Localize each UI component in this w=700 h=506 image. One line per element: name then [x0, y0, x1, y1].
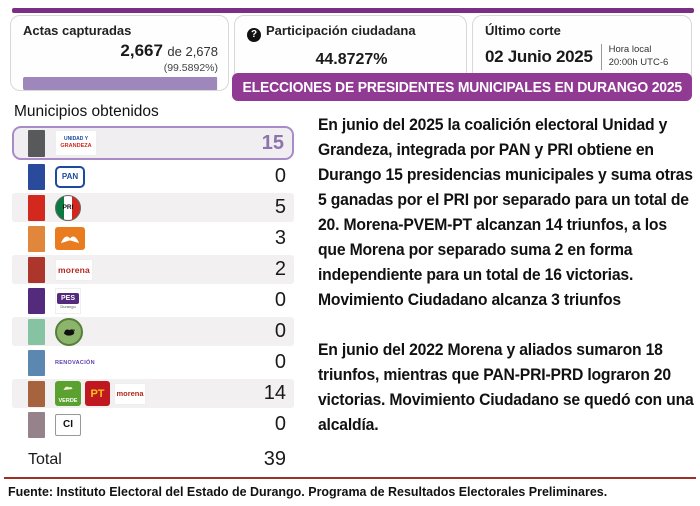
party-row: CI 0 — [12, 410, 294, 439]
corte-time-value: 20:00h UTC-6 — [608, 56, 669, 68]
party-logo-group: PES Durango — [55, 287, 81, 314]
party-municipios-count: 0 — [274, 320, 286, 342]
actas-title: Actas capturadas — [23, 23, 132, 38]
unidad-grandeza-line1: UNIDAD Y — [63, 136, 89, 143]
party-logo-group: PRI — [55, 194, 81, 221]
party-logo-group — [55, 227, 85, 250]
help-question-icon[interactable]: ? — [247, 28, 261, 42]
party-municipios-count: 15 — [261, 131, 284, 154]
party-municipios-count: 0 — [274, 289, 286, 311]
party-logo-group: UNIDAD Y GRANDEZA — [55, 130, 97, 156]
total-label: Total — [28, 450, 62, 468]
party-row: morena 2 — [12, 255, 294, 284]
pt-logo: PT — [85, 381, 110, 406]
narrative-paragraph-2022: En junio del 2022 Morena y aliados sumar… — [318, 340, 694, 434]
party-municipios-count: 5 — [274, 196, 286, 218]
actas-percent: (99.5892%) — [163, 62, 218, 74]
corte-timezone: Hora local 20:00h UTC-6 — [600, 44, 669, 70]
party-logo-group: morena — [55, 258, 93, 281]
party-logo-group: CI — [55, 413, 81, 436]
pes-durango-logo: PES Durango — [55, 287, 81, 314]
party-logo-group: VERDE PT morena — [55, 381, 146, 406]
pes-logo-text: PES — [56, 292, 79, 304]
pan-logo: PAN — [55, 165, 85, 188]
results-title: Municipios obtenidos — [14, 103, 159, 120]
corte-time-label: Hora local — [608, 44, 652, 55]
source-text: Fuente: Instituto Electoral del Estado d… — [8, 484, 608, 499]
pes-logo-subtext: Durango — [60, 303, 76, 309]
party-row: 3 — [12, 224, 294, 253]
party-color-bar — [28, 225, 45, 252]
party-municipios-count: 0 — [274, 413, 286, 435]
party-row: UNIDAD Y GRANDEZA 15 — [12, 126, 294, 160]
party-color-bar — [28, 349, 45, 376]
party-municipios-count: 0 — [274, 351, 286, 373]
total-value: 39 — [263, 448, 286, 470]
header-cards: Actas capturadas 2,667 de 2,678 (99.5892… — [10, 15, 692, 91]
party-color-bar — [28, 411, 45, 438]
party-municipios-count: 14 — [263, 382, 286, 404]
party-color-bar — [28, 380, 45, 407]
party-municipios-count: 0 — [274, 165, 286, 187]
narrative-paragraph-2025: En junio del 2025 la coalición electoral… — [318, 115, 693, 309]
corte-date: 02 Junio 2025 — [485, 46, 593, 66]
total-row: Total 39 — [12, 448, 294, 471]
unidad-grandeza-logo: UNIDAD Y GRANDEZA — [55, 130, 97, 156]
party-row: PRI 5 — [12, 193, 294, 222]
morena-logo: morena — [55, 258, 93, 281]
corte-title: Último corte — [485, 23, 561, 38]
party-row: RENOVACIÓN 0 — [12, 348, 294, 377]
party-color-bar — [28, 163, 45, 190]
title-banner: ELECCIONES DE PRESIDENTES MUNICIPALES EN… — [232, 73, 692, 101]
party-color-bar — [28, 194, 45, 221]
footer-divider — [4, 477, 696, 479]
party-municipios-count: 3 — [274, 227, 286, 249]
party-logo-group: RENOVACIÓN — [55, 360, 95, 366]
actas-count: 2,667 de 2,678 — [23, 41, 218, 61]
actas-capturadas-card: Actas capturadas 2,667 de 2,678 (99.5892… — [10, 15, 229, 91]
actas-progress-track — [23, 77, 218, 90]
participacion-value: 44.8727% — [315, 51, 388, 68]
participacion-title: Participación ciudadana — [266, 23, 416, 38]
actas-captured-value: 2,667 — [120, 41, 163, 60]
renovacion-logo: RENOVACIÓN — [55, 359, 95, 366]
party-color-bar — [28, 287, 45, 314]
top-accent-line — [12, 8, 694, 13]
results-list: UNIDAD Y GRANDEZA 15 PAN 0 PRI 5 3 morena 2 PES Dur… — [12, 126, 294, 441]
actas-progress-bar — [23, 77, 218, 90]
morena-coalition-logo: morena — [114, 382, 146, 405]
alacran-scorpion-logo — [55, 317, 83, 346]
party-color-bar — [28, 129, 45, 157]
party-logo-group — [55, 317, 83, 346]
party-logo-group: PAN — [55, 165, 85, 188]
party-color-bar — [28, 318, 45, 345]
party-row: PAN 0 — [12, 162, 294, 191]
unidad-grandeza-line2: GRANDEZA — [60, 142, 92, 149]
banner-text: ELECCIONES DE PRESIDENTES MUNICIPALES EN… — [242, 78, 682, 96]
party-municipios-count: 2 — [274, 258, 286, 280]
narrative-text: En junio del 2025 la coalición electoral… — [318, 112, 695, 462]
movimiento-ciudadano-eagle-logo — [55, 227, 85, 250]
party-color-bar — [28, 256, 45, 283]
party-row: 0 — [12, 317, 294, 346]
pri-logo: PRI — [55, 194, 81, 221]
verde-logo: VERDE — [55, 381, 81, 406]
participacion-header: ? Participación ciudadana — [247, 23, 456, 42]
corte-body: 02 Junio 2025 Hora local 20:00h UTC-6 — [485, 44, 681, 70]
actas-total-value: de 2,678 — [167, 44, 218, 59]
verde-bird-icon — [62, 383, 74, 393]
party-row: PES Durango 0 — [12, 286, 294, 315]
ci-logo: CI — [55, 413, 81, 436]
party-row: VERDE PT morena 14 — [12, 379, 294, 408]
